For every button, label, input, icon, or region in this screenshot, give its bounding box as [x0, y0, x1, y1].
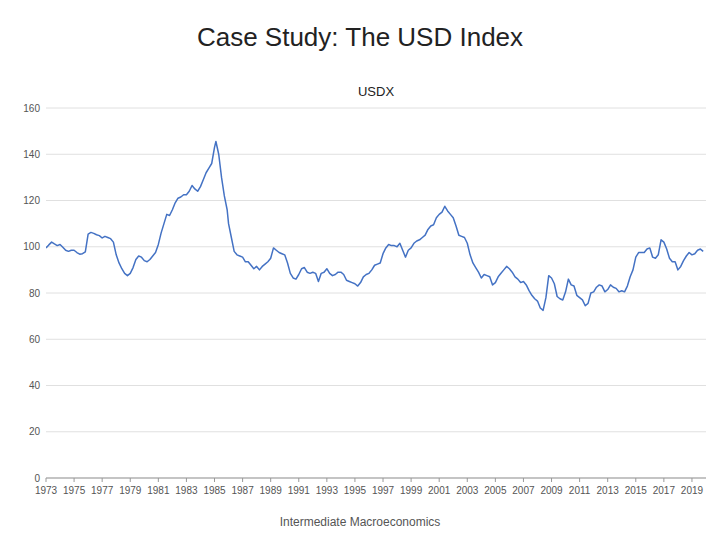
- y-tick-label: 140: [23, 149, 40, 160]
- x-tick-label: 1999: [400, 485, 423, 496]
- grid-line: [46, 293, 706, 294]
- x-tick: [74, 478, 75, 482]
- x-tick-label: 1979: [119, 485, 142, 496]
- x-tick: [551, 478, 552, 482]
- x-tick-label: 2019: [681, 485, 704, 496]
- x-tick-label: 2017: [653, 485, 676, 496]
- y-tick-label: 120: [23, 195, 40, 206]
- x-tick: [298, 478, 299, 482]
- x-tick: [439, 478, 440, 482]
- x-tick-label: 2011: [569, 485, 591, 496]
- plot-area: [46, 142, 703, 311]
- y-tick-label: 40: [29, 380, 41, 391]
- x-tick: [102, 478, 103, 482]
- y-tick-label: 100: [23, 241, 40, 252]
- x-tick: [326, 478, 327, 482]
- footer: Intermediate Macroeconomics: [280, 515, 441, 529]
- x-tick-label: 2009: [540, 485, 563, 496]
- y-tick-label: 160: [23, 103, 40, 114]
- y-tick-label: 60: [29, 334, 41, 345]
- y-tick-label: 0: [34, 473, 40, 484]
- x-tick: [158, 478, 159, 482]
- x-tick: [46, 478, 47, 482]
- grid-line: [46, 431, 706, 432]
- x-tick: [607, 478, 608, 482]
- x-tick: [130, 478, 131, 482]
- x-tick: [411, 478, 412, 482]
- x-tick-label: 1975: [63, 485, 86, 496]
- x-tick-label: 1991: [288, 485, 311, 496]
- grid-line: [46, 108, 706, 109]
- y-axis: 0 20 40 60 80 100 120 140 160: [23, 103, 40, 484]
- x-tick: [495, 478, 496, 482]
- x-tick-label: 2003: [456, 485, 479, 496]
- x-tick: [214, 478, 215, 482]
- x-tick-label: 2007: [512, 485, 535, 496]
- line: [46, 142, 703, 311]
- x-tick: [354, 478, 355, 482]
- x-axis-line: [46, 478, 706, 479]
- x-tick-label: 1997: [372, 485, 395, 496]
- y-tick-label: 20: [29, 426, 41, 437]
- grid-line: [46, 246, 706, 247]
- x-tick-label: 2005: [484, 485, 507, 496]
- subtitle: USDX: [358, 84, 394, 99]
- x-tick: [467, 478, 468, 482]
- x-tick: [270, 478, 271, 482]
- x-tick-label: 2001: [428, 485, 451, 496]
- grid-line: [46, 385, 706, 386]
- grid-line: [46, 339, 706, 340]
- x-tick: [186, 478, 187, 482]
- x-tick-label: 1995: [344, 485, 367, 496]
- x-tick: [383, 478, 384, 482]
- x-axis: 1973 1975 1977 1979 1981 1983 1985 1987 1989 1991…: [35, 478, 706, 496]
- y-tick-label: 80: [29, 288, 41, 299]
- x-tick-label: 1989: [260, 485, 283, 496]
- x-tick-label: 1977: [91, 485, 114, 496]
- chart: Case Study: The USD Index USDX 0 20 40 60 80 10…: [0, 0, 720, 540]
- x-tick: [635, 478, 636, 482]
- x-tick-label: 1973: [35, 485, 58, 496]
- x-tick: [523, 478, 524, 482]
- x-tick-label: 1993: [316, 485, 339, 496]
- x-tick-label: 1981: [147, 485, 170, 496]
- grid-line: [46, 154, 706, 155]
- grid-line: [46, 478, 706, 479]
- x-tick-label: 1985: [203, 485, 226, 496]
- x-tick: [691, 478, 692, 482]
- title: Case Study: The USD Index: [197, 22, 523, 52]
- x-tick-label: 1983: [175, 485, 198, 496]
- x-tick: [242, 478, 243, 482]
- x-tick: [663, 478, 664, 482]
- x-tick-label: 2015: [625, 485, 648, 496]
- x-tick: [579, 478, 580, 482]
- grid: [46, 108, 706, 478]
- grid-line: [46, 200, 706, 201]
- x-tick-label: 2013: [597, 485, 620, 496]
- x-tick-label: 1987: [231, 485, 254, 496]
